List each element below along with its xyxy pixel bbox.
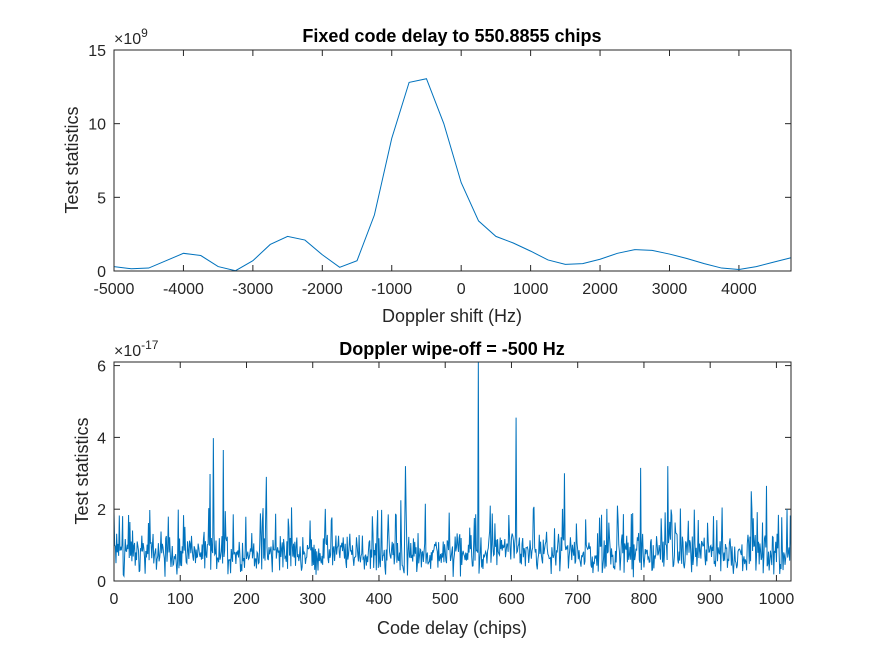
bottom-x-ticks: 0 100 200 300 400 500 600 700 800 900 1000 — [110, 362, 795, 608]
top-chart-title: Fixed code delay to 550.8855 chips — [302, 26, 601, 46]
bottom-x-tick-label: 600 — [498, 591, 525, 608]
top-x-tick-label: -2000 — [302, 281, 343, 298]
bottom-x-tick-label: 700 — [564, 591, 591, 608]
top-x-tick-label: 4000 — [721, 281, 757, 298]
bottom-y-tick-label: 0 — [97, 574, 106, 591]
bottom-x-tick-label: 200 — [233, 591, 260, 608]
top-y-ticks: 0 5 10 15 — [88, 43, 791, 281]
top-x-tick-label: 2000 — [582, 281, 618, 298]
bottom-x-axis-label: Code delay (chips) — [377, 618, 527, 638]
top-x-tick-label: -3000 — [232, 281, 273, 298]
bottom-x-tick-label: 1000 — [759, 591, 795, 608]
top-y-tick-label: 10 — [88, 117, 106, 134]
bottom-y-exponent-multiplier: × — [114, 343, 123, 360]
top-y-exponent-multiplier: × — [114, 31, 123, 48]
bottom-y-exponent-label: ×10-17 — [114, 338, 159, 360]
bottom-x-tick-label: 800 — [631, 591, 658, 608]
top-y-exponent-label: ×109 — [114, 26, 148, 48]
top-y-tick-label: 5 — [97, 190, 106, 207]
bottom-y-exponent-power: -17 — [141, 338, 159, 352]
top-y-exponent-base: 10 — [123, 31, 141, 48]
top-y-tick-label: 15 — [88, 43, 106, 60]
bottom-chart-title: Doppler wipe-off = -500 Hz — [339, 339, 565, 359]
bottom-y-tick-label: 2 — [97, 502, 106, 519]
bottom-axes: Doppler wipe-off = -500 Hz Code delay (c… — [72, 338, 794, 638]
top-axes: Fixed code delay to 550.8855 chips Doppl… — [62, 26, 792, 326]
bottom-x-tick-label: 400 — [366, 591, 393, 608]
bottom-x-tick-label: 100 — [167, 591, 194, 608]
bottom-axes-box — [113, 361, 792, 582]
top-x-axis-label: Doppler shift (Hz) — [382, 306, 522, 326]
top-x-tick-label: 1000 — [513, 281, 549, 298]
bottom-x-tick-label: 300 — [299, 591, 326, 608]
bottom-y-tick-label: 4 — [97, 430, 106, 447]
bottom-y-tick-label: 6 — [97, 359, 106, 376]
top-series-line — [113, 78, 792, 272]
top-x-ticks: -5000 -4000 -3000 -2000 -1000 0 1000 2000 3000 40… — [94, 50, 757, 298]
bottom-x-tick-label: 900 — [697, 591, 724, 608]
top-x-tick-label: 0 — [457, 281, 466, 298]
top-x-tick-label: -1000 — [371, 281, 412, 298]
top-y-exponent-power: 9 — [141, 26, 148, 40]
bottom-series-line — [113, 361, 792, 578]
top-x-tick-label: -5000 — [94, 281, 135, 298]
bottom-y-axis-label: Test statistics — [72, 417, 92, 524]
top-x-tick-label: -4000 — [163, 281, 204, 298]
bottom-x-tick-label: 0 — [110, 591, 119, 608]
top-x-tick-label: 3000 — [652, 281, 688, 298]
top-y-axis-label: Test statistics — [62, 106, 82, 213]
top-y-tick-label: 0 — [97, 264, 106, 281]
top-axes-box — [113, 49, 792, 272]
bottom-y-exponent-base: 10 — [123, 343, 141, 360]
bottom-x-tick-label: 500 — [432, 591, 459, 608]
